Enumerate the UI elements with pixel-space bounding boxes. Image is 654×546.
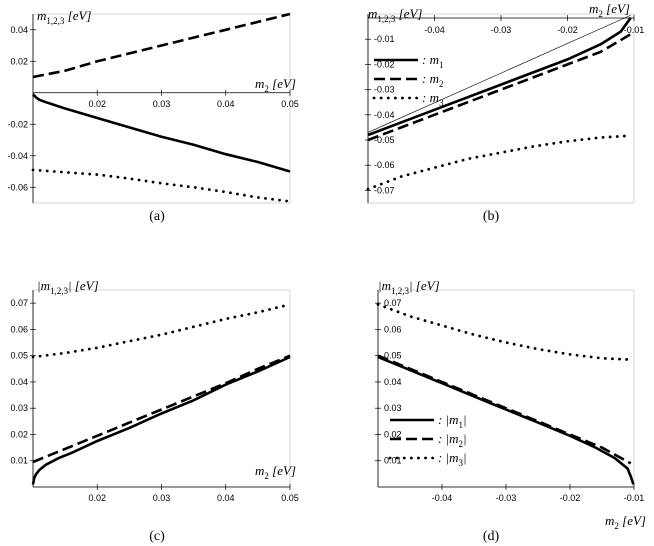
- legend-label: : |m1​|: [438, 412, 467, 430]
- y-tick-label: 0.03: [10, 403, 28, 413]
- y-axis-label: |m1,2,3​| [eV]: [37, 278, 99, 296]
- x-tick-label: 0.05: [281, 493, 299, 503]
- y-tick-label: 0.02: [384, 429, 402, 439]
- y-tick-label: 0.06: [10, 324, 28, 334]
- panel-label-c: (c): [149, 529, 165, 544]
- series-line-dotted: [366, 134, 633, 191]
- y-tick-label: 0.04: [384, 377, 402, 387]
- x-tick-label: 0.04: [217, 493, 235, 503]
- y-tick-label: 0.06: [384, 324, 402, 334]
- series-line-dashed: [32, 354, 291, 464]
- series-line-dotted: [376, 303, 633, 361]
- x-tick-label: 0.05: [281, 99, 299, 109]
- y-tick-label: 0.04: [10, 377, 28, 387]
- series-line-dashed: [32, 12, 291, 79]
- legend-label: : |m3​|: [438, 450, 467, 468]
- series-line-thin: [367, 14, 631, 133]
- x-tick-label: -0.02: [557, 25, 578, 35]
- y-tick-label: -0.07: [374, 185, 395, 195]
- y-tick-label: 0.07: [10, 298, 28, 308]
- x-tick-label: 0.03: [153, 493, 171, 503]
- y-tick-label: -0.06: [7, 182, 28, 192]
- plot-frame: [32, 289, 291, 488]
- legend-label: : |m2​|: [438, 431, 467, 449]
- chart-panel-b: -0.04 -0.03 -0.02 -0.01 -0.01 -0.02 -0.03 -0.04…: [365, 1, 644, 224]
- legend-label: : m1​: [422, 52, 443, 70]
- y-tick-label: -0.03: [374, 85, 395, 95]
- y-tick-label: 0.01: [384, 456, 402, 466]
- legend-label: : m3​: [422, 90, 444, 108]
- chart-panel-c: 0.02 0.03 0.04 0.05 0.07 0.06 0.05 0.04 0.03 0.02…: [10, 278, 298, 544]
- y-tick-label: 0.02: [10, 56, 28, 66]
- plot-frame: [377, 289, 635, 488]
- x-axis-label: m2​ [eV]: [589, 1, 630, 19]
- x-tick-label: -0.01: [624, 493, 645, 503]
- y-tick-label: 0.02: [10, 429, 28, 439]
- y-tick-label: -0.02: [7, 119, 28, 129]
- y-axis-label: m1,2,3​ [eV]: [37, 8, 91, 26]
- x-tick-label: 0.04: [217, 99, 235, 109]
- y-tick-label: -0.06: [374, 160, 395, 170]
- y-tick-label: 0.05: [10, 351, 28, 361]
- y-tick-label: -0.05: [374, 135, 395, 145]
- x-tick-label: -0.03: [496, 493, 517, 503]
- y-axis-label: m1,2,3​ [eV]: [368, 6, 422, 24]
- x-axis-label: m2​ [eV]: [255, 463, 296, 481]
- x-tick-label: 0.02: [88, 493, 106, 503]
- series-line-solid: [32, 93, 291, 173]
- y-axis-label: |m1,2,3​| [eV]: [378, 278, 440, 296]
- x-axis-label: m2​ [eV]: [605, 513, 646, 531]
- x-tick-label: 0.02: [88, 99, 106, 109]
- series-line-dashed: [377, 354, 632, 465]
- y-tick-label: -0.02: [374, 59, 395, 69]
- y-tick-label: 0.05: [384, 351, 402, 361]
- x-axis-label: m2​ [eV]: [255, 76, 296, 94]
- x-tick-label: -0.01: [624, 25, 645, 35]
- series-line-dashed: [367, 33, 632, 142]
- x-tick-label: -0.04: [432, 493, 453, 503]
- y-tick-label: 0.01: [10, 456, 28, 466]
- series-line-solid: [367, 17, 632, 137]
- y-tick-label: -0.04: [374, 110, 395, 120]
- y-tick-label: 0.07: [384, 298, 402, 308]
- y-tick-label: -0.04: [7, 151, 28, 161]
- x-tick-label: -0.02: [560, 493, 581, 503]
- series-line-solid: [377, 355, 635, 485]
- y-tick-label: -0.01: [374, 34, 395, 44]
- chart-panel-a: 0.02 0.03 0.04 0.05 0.04 0.02 -0.02 -0.04 -0.06 m…: [7, 8, 298, 224]
- series-line-dotted: [31, 168, 292, 203]
- panel-label-a: (a): [149, 209, 165, 224]
- chart-panel-d: -0.04 -0.03 -0.02 -0.01 0.07 0.06 0.05 0.04 0.03…: [375, 278, 646, 544]
- legend-label: : m2​: [422, 71, 443, 89]
- y-tick-label: 0.03: [384, 403, 402, 413]
- panel-label-b: (b): [483, 209, 500, 224]
- y-tick-label: 0.04: [10, 25, 28, 35]
- panel-label-d: (d): [483, 529, 500, 544]
- series-line-solid: [31, 355, 291, 485]
- series-line-dotted: [31, 303, 292, 359]
- x-tick-label: -0.03: [491, 25, 512, 35]
- x-tick-label: 0.03: [153, 99, 171, 109]
- x-tick-label: -0.04: [424, 25, 445, 35]
